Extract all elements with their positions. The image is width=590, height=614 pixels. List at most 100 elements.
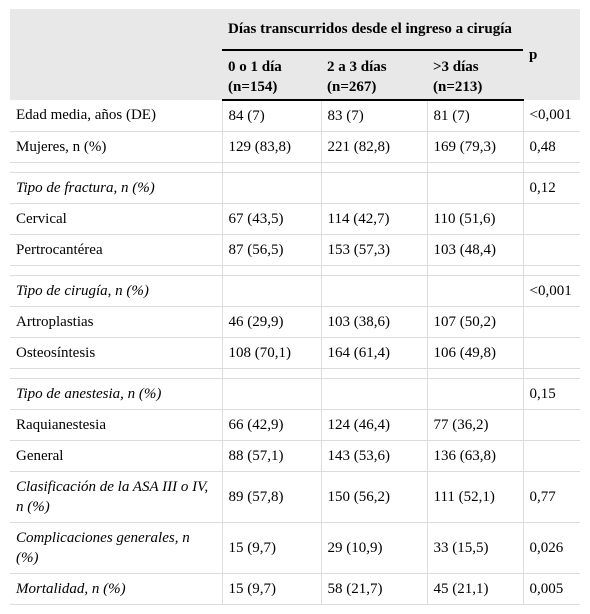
header-col-mas-3-dias: >3 días (n=213) [427,50,524,101]
table-row: Complicaciones generales, n (%) 15 (9,7)… [10,522,581,574]
cell-c1 [222,172,322,204]
row-label: Raquianestesia [10,409,223,441]
cell-p [523,440,581,472]
cell-c2: 164 (61,4) [321,337,428,369]
table-row: Osteosíntesis 108 (70,1) 164 (61,4) 106 … [10,337,581,369]
cell-c2 [321,275,428,307]
cell-c1: 67 (43,5) [222,203,322,235]
table-row: Pertrocantérea 87 (56,5) 153 (57,3) 103 … [10,234,581,266]
row-label: Osteosíntesis [10,337,223,369]
table-row: General 88 (57,1) 143 (53,6) 136 (63,8) [10,440,581,472]
cell-c2 [321,378,428,410]
table-row: Edad media, años (DE) 84 (7) 83 (7) 81 (… [10,100,581,132]
cell-c2: 103 (38,6) [321,306,428,338]
data-table: Días transcurridos desde el ingreso a ci… [10,9,581,605]
table-row-section: Tipo de fractura, n (%) 0,12 [10,172,581,204]
row-spacer [10,265,581,276]
table-body: Edad media, años (DE) 84 (7) 83 (7) 81 (… [10,100,581,605]
cell-c2 [321,172,428,204]
cell-c1: 88 (57,1) [222,440,322,472]
cell-p: 0,005 [523,573,581,605]
cell-c1: 108 (70,1) [222,337,322,369]
cell-p: 0,026 [523,522,581,574]
table-row: Mortalidad, n (%) 15 (9,7) 58 (21,7) 45 … [10,573,581,605]
row-label: Tipo de fractura, n (%) [10,172,223,204]
cell-p: <0,001 [523,100,581,132]
row-spacer [10,162,581,173]
cell-c3: 169 (79,3) [427,131,524,163]
cell-c3: 106 (49,8) [427,337,524,369]
table-row: Artroplastias 46 (29,9) 103 (38,6) 107 (… [10,306,581,338]
cell-c1: 89 (57,8) [222,471,322,523]
cell-c2: 221 (82,8) [321,131,428,163]
cell-c1: 84 (7) [222,100,322,132]
cell-p: <0,001 [523,275,581,307]
cell-c3: 33 (15,5) [427,522,524,574]
cell-c3: 81 (7) [427,100,524,132]
header-col-n: (n=154) [228,79,278,95]
cell-p [523,337,581,369]
table-row-section: Tipo de cirugía, n (%) <0,001 [10,275,581,307]
cell-c3: 77 (36,2) [427,409,524,441]
cell-c3 [427,172,524,204]
cell-c2: 143 (53,6) [321,440,428,472]
row-label: Clasificación de la ASA III o IV, n (%) [10,471,223,523]
cell-c3: 103 (48,4) [427,234,524,266]
cell-c1 [222,275,322,307]
row-label: Edad media, años (DE) [10,100,223,132]
cell-p: 0,77 [523,471,581,523]
cell-c1 [222,378,322,410]
header-group-title: Días transcurridos desde el ingreso a ci… [222,9,524,51]
table-header: Días transcurridos desde el ingreso a ci… [10,9,581,101]
row-label: Pertrocantérea [10,234,223,266]
cell-c2: 58 (21,7) [321,573,428,605]
cell-p: 0,48 [523,131,581,163]
cell-c3: 136 (63,8) [427,440,524,472]
cell-p: 0,15 [523,378,581,410]
header-col-label: 0 o 1 día [228,59,282,75]
cell-p [523,306,581,338]
row-label: Cervical [10,203,223,235]
cell-c3: 110 (51,6) [427,203,524,235]
cell-c1: 15 (9,7) [222,522,322,574]
cell-c1: 87 (56,5) [222,234,322,266]
cell-p: 0,12 [523,172,581,204]
row-label: Mujeres, n (%) [10,131,223,163]
header-col-2-3-dias: 2 a 3 días (n=267) [321,50,427,101]
table-row: Mujeres, n (%) 129 (83,8) 221 (82,8) 169… [10,131,581,163]
row-spacer [10,368,581,379]
table-row: Clasificación de la ASA III o IV, n (%) … [10,471,581,523]
header-col-label: 2 a 3 días [327,59,387,75]
cell-c1: 15 (9,7) [222,573,322,605]
cell-c3: 107 (50,2) [427,306,524,338]
cell-p [523,409,581,441]
table-row-section: Tipo de anestesia, n (%) 0,15 [10,378,581,410]
cell-c1: 46 (29,9) [222,306,322,338]
header-col-0-1-dia: 0 o 1 día (n=154) [222,50,321,101]
row-label: General [10,440,223,472]
cell-c2: 114 (42,7) [321,203,428,235]
cell-c2: 153 (57,3) [321,234,428,266]
header-corner [10,9,222,100]
cell-c1: 66 (42,9) [222,409,322,441]
cell-p [523,203,581,235]
cell-c2: 83 (7) [321,100,428,132]
row-label: Tipo de anestesia, n (%) [10,378,223,410]
table-row: Cervical 67 (43,5) 114 (42,7) 110 (51,6) [10,203,581,235]
row-label: Tipo de cirugía, n (%) [10,275,223,307]
cell-c3 [427,378,524,410]
cell-c3: 45 (21,1) [427,573,524,605]
header-p-value: p [523,9,581,100]
cell-p [523,234,581,266]
row-label: Mortalidad, n (%) [10,573,223,605]
header-col-n: (n=267) [327,79,377,95]
table-row: Raquianestesia 66 (42,9) 124 (46,4) 77 (… [10,409,581,441]
cell-c1: 129 (83,8) [222,131,322,163]
cell-c3: 111 (52,1) [427,471,524,523]
cell-c2: 29 (10,9) [321,522,428,574]
cell-c2: 124 (46,4) [321,409,428,441]
row-label: Artroplastias [10,306,223,338]
cell-c2: 150 (56,2) [321,471,428,523]
header-col-label: >3 días [433,59,479,75]
row-label: Complicaciones generales, n (%) [10,522,223,574]
